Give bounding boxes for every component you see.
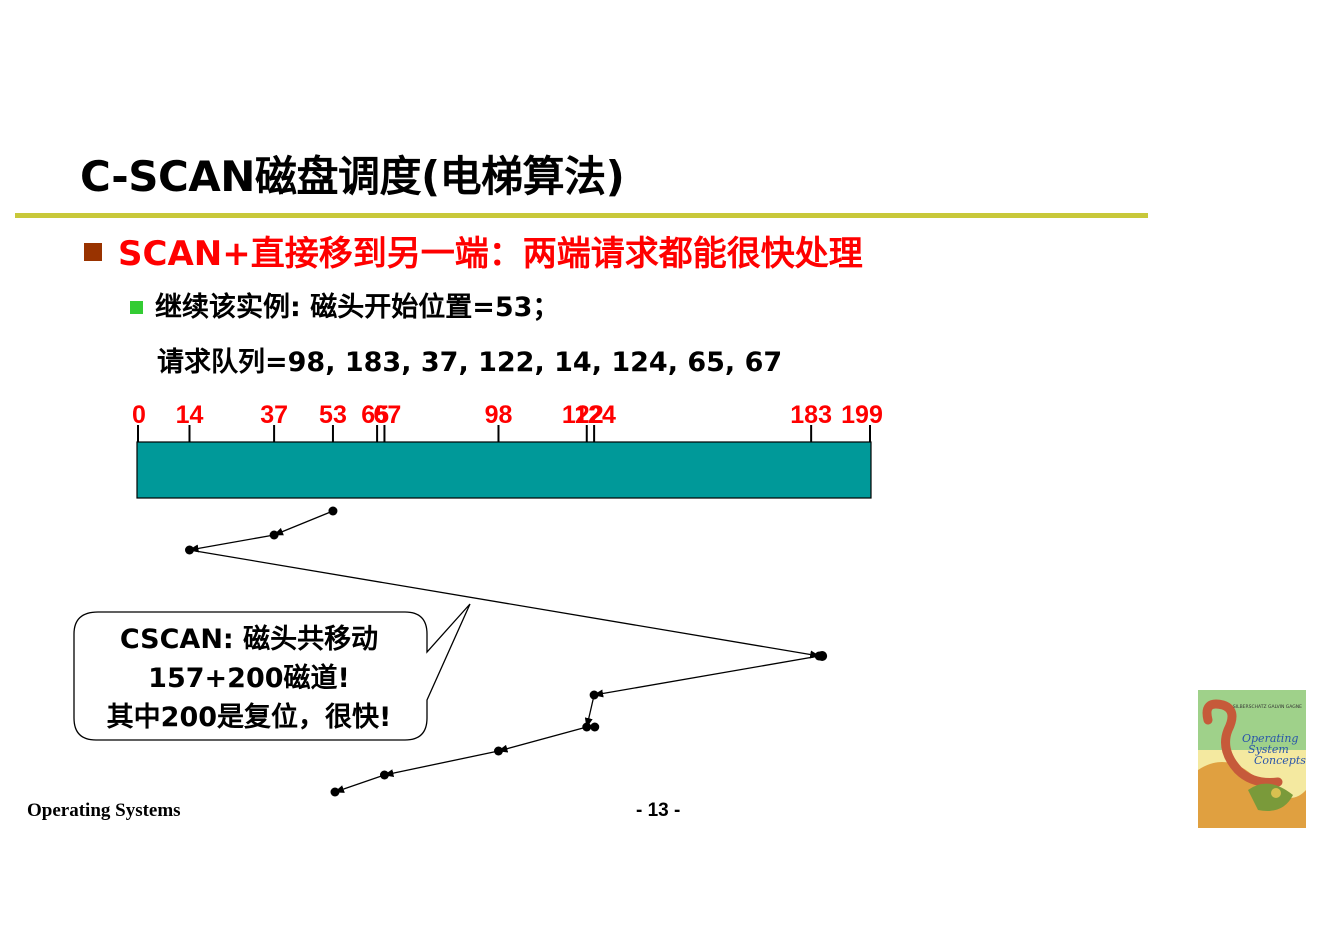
- bullet-sub: 继续该实例: 磁头开始位置=53；: [130, 285, 559, 324]
- head-move-segment: [593, 655, 820, 698]
- head-position-dot-65: [330, 787, 340, 797]
- track-bar: [136, 441, 872, 499]
- axis-label-65: 65: [361, 401, 389, 429]
- dinosaur-book-icon: SILBERSCHATZ GALVIN GAGNE Operating Syst…: [1198, 690, 1306, 828]
- axis-label-67: 67: [374, 401, 402, 429]
- bullet-sub-text: 继续该实例: 磁头开始位置=53；: [155, 292, 560, 323]
- head-position-dot-98: [493, 746, 503, 756]
- callout-bubble: [73, 603, 471, 741]
- bullet-main: SCAN+直接移到另一端：两端请求都能很快处理: [84, 226, 863, 275]
- head-move-segment: [334, 774, 385, 793]
- request-queue: 请求队列=98, 183, 37, 122, 14, 124, 65, 67: [157, 347, 783, 378]
- head-position-dot-adjacent: [590, 722, 600, 732]
- head-position-dot-14: [184, 545, 194, 555]
- square-bullet-icon: [130, 301, 143, 314]
- callout-line-1: CSCAN: 磁头共移动: [119, 624, 379, 655]
- axis-label-98: 98: [485, 401, 513, 429]
- axis-label-124: 124: [574, 401, 616, 429]
- book-title-2: System: [1248, 743, 1289, 756]
- head-position-dot-122: [582, 722, 592, 732]
- footer-course-name: Operating Systems: [27, 800, 181, 821]
- head-move-segment: [584, 694, 595, 728]
- head-move-segment: [383, 750, 499, 778]
- square-bullet-icon: [84, 243, 102, 261]
- book-title-1: Operating: [1242, 732, 1298, 745]
- axis-label-183: 183: [790, 401, 832, 429]
- head-position-dot-return: [817, 651, 828, 661]
- axis-label-199: 199: [841, 401, 883, 429]
- head-move-segment: [188, 534, 275, 553]
- head-move-segment: [189, 549, 821, 659]
- title-underline: [15, 213, 1148, 218]
- axis-label-53: 53: [319, 401, 347, 429]
- axis-label-37: 37: [260, 401, 288, 429]
- bullet-main-text: SCAN+直接移到另一端：两端请求都能很快处理: [118, 234, 863, 274]
- footer-page-number: - 13 -: [636, 800, 681, 821]
- axis-label-0: 0: [132, 401, 146, 429]
- axis-label-122: 122: [562, 401, 604, 429]
- callout-line-2: 157+200磁道!: [148, 663, 350, 694]
- callout-line-3: 其中200是复位，很快!: [106, 702, 392, 733]
- axis-label-14: 14: [176, 401, 204, 429]
- head-position-dot-53: [328, 506, 338, 516]
- head-move-segment: [497, 726, 587, 753]
- callout-text: CSCAN: 磁头共移动 157+200磁道! 其中200是复位，很快!: [74, 620, 424, 737]
- head-position-dot-67: [379, 770, 389, 780]
- head-position-dot-124: [589, 690, 599, 700]
- book-title-3: Concepts: [1254, 754, 1306, 767]
- slide-title: C-SCAN磁盘调度(电梯算法): [80, 152, 625, 201]
- head-move-segment: [273, 510, 334, 536]
- book-authors: SILBERSCHATZ GALVIN GAGNE: [1233, 704, 1302, 710]
- book-cover-image: SILBERSCHATZ GALVIN GAGNE Operating Syst…: [1198, 690, 1306, 828]
- head-position-dot-37: [269, 530, 279, 540]
